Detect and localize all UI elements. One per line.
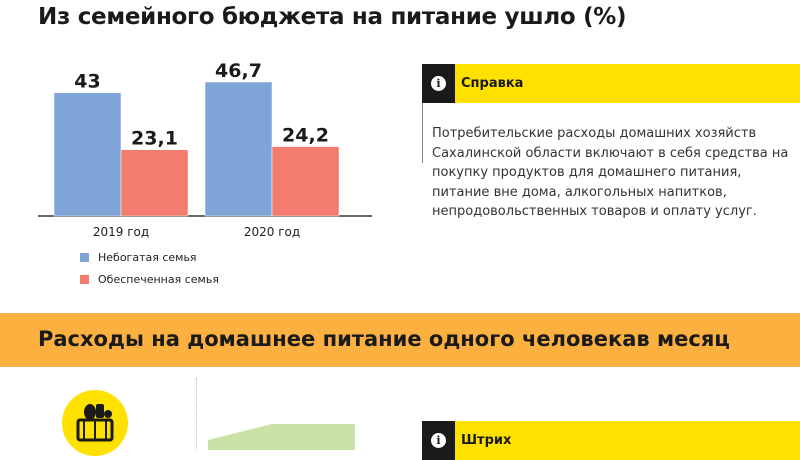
data-label-poor-1: 46,7 [215,60,262,82]
info-icon: i [431,76,446,91]
bar-chart: 43 23,1 2019 год 46,7 24,2 2020 год [38,60,372,239]
chart-title: Из семейного бюджета на питание ушло (%) [38,4,627,30]
info-box-2: i Штрих [422,421,800,460]
info-icon-2: i [431,433,446,448]
info-title-2: Штрих [461,433,512,448]
section2-title: Расходы на домашнее питание одного челов… [38,327,730,351]
legend-label-poor: Небогатая семья [98,250,197,264]
info-icon-box-2: i [422,421,455,460]
info-header: i Справка [422,64,800,103]
info-header-2: i Штрих [422,421,800,460]
data-label-poor-0: 43 [74,71,100,93]
legend-item-poor: Небогатая семья [80,246,219,268]
info-divider [422,103,800,163]
legend: Небогатая семья Обеспеченная семья [80,246,219,290]
category-label-1: 2020 год [244,225,300,239]
category-label-0: 2019 год [93,225,149,239]
legend-item-rich: Обеспеченная семья [80,268,219,290]
bar-poor-0 [53,92,122,217]
section-band [0,313,800,367]
data-label-rich-1: 24,2 [282,125,329,147]
info-text: Потребительские расходы домашних хозяйст… [432,126,789,219]
bar-poor-1 [204,81,273,217]
legend-swatch-red [80,274,89,284]
bar-rich-1 [271,146,340,217]
info-title: Справка [461,76,524,91]
dotted-divider [196,378,197,450]
legend-label-rich: Обеспеченная семья [98,272,219,286]
info-icon-box: i [422,64,455,103]
area-chart-fragment [208,424,355,450]
info-box: i Справка [422,64,800,163]
legend-swatch-blue [80,252,89,262]
basket-icon [62,390,128,456]
bar-rich-0 [120,149,189,217]
data-label-rich-0: 23,1 [131,128,178,150]
